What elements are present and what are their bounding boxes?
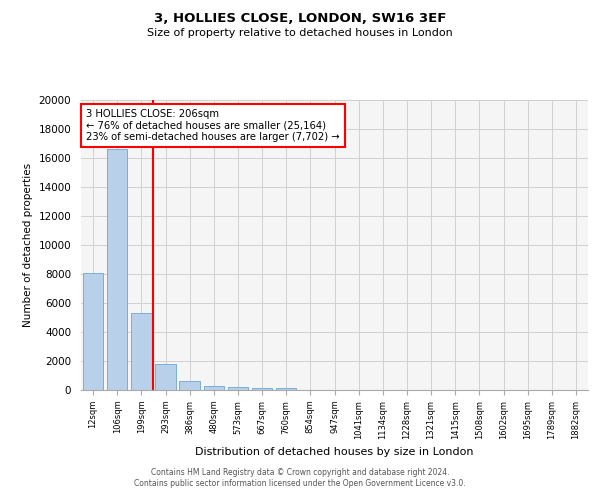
Bar (83, 272, 103, 390)
Bar (179, 380, 200, 390)
Text: Size of property relative to detached houses in London: Size of property relative to detached ho… (147, 28, 453, 38)
Bar (227, 387, 248, 390)
Bar (276, 388, 296, 390)
Bar (131, 313, 152, 390)
Text: Contains HM Land Registry data © Crown copyright and database right 2024.
Contai: Contains HM Land Registry data © Crown c… (134, 468, 466, 487)
X-axis label: Distribution of detached houses by size in London: Distribution of detached houses by size … (195, 447, 474, 457)
Text: 3, HOLLIES CLOSE, LONDON, SW16 3EF: 3, HOLLIES CLOSE, LONDON, SW16 3EF (154, 12, 446, 26)
Y-axis label: Number of detached properties: Number of detached properties (23, 163, 33, 327)
Bar (107, 150, 127, 390)
Bar (155, 364, 176, 390)
Text: 3 HOLLIES CLOSE: 206sqm
← 76% of detached houses are smaller (25,164)
23% of sem: 3 HOLLIES CLOSE: 206sqm ← 76% of detache… (86, 108, 340, 142)
Bar (203, 386, 224, 390)
Bar (252, 388, 272, 390)
